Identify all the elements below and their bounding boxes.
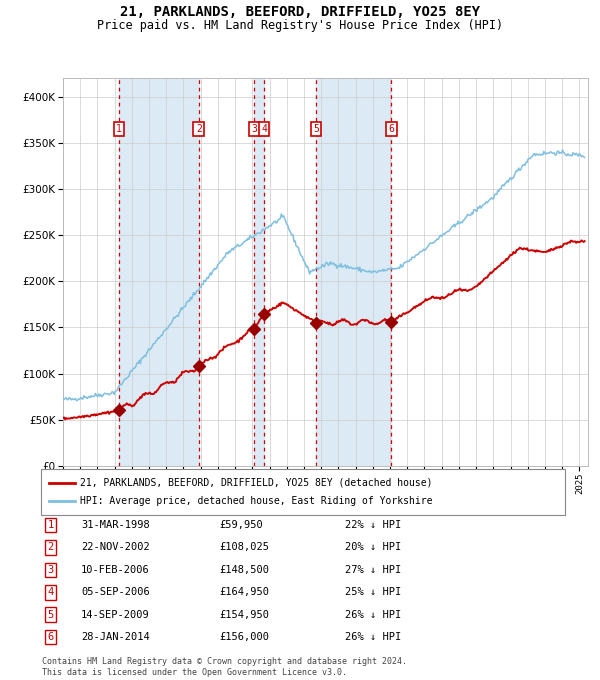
- Text: 1: 1: [47, 520, 53, 530]
- Text: 31-MAR-1998: 31-MAR-1998: [81, 520, 150, 530]
- Text: 2: 2: [47, 543, 53, 552]
- Bar: [254, 78, 264, 466]
- Text: 21, PARKLANDS, BEEFORD, DRIFFIELD, YO25 8EY: 21, PARKLANDS, BEEFORD, DRIFFIELD, YO25 …: [120, 5, 480, 19]
- Text: £59,950: £59,950: [219, 520, 263, 530]
- Text: Contains HM Land Registry data © Crown copyright and database right 2024.
This d: Contains HM Land Registry data © Crown c…: [42, 657, 407, 677]
- Text: Price paid vs. HM Land Registry's House Price Index (HPI): Price paid vs. HM Land Registry's House …: [97, 19, 503, 32]
- Text: 21, PARKLANDS, BEEFORD, DRIFFIELD, YO25 8EY (detached house): 21, PARKLANDS, BEEFORD, DRIFFIELD, YO25 …: [80, 477, 432, 488]
- Text: 3: 3: [47, 565, 53, 575]
- Text: 26% ↓ HPI: 26% ↓ HPI: [345, 632, 401, 642]
- Text: 10-FEB-2006: 10-FEB-2006: [81, 565, 150, 575]
- Text: 4: 4: [261, 124, 267, 134]
- Text: 28-JAN-2014: 28-JAN-2014: [81, 632, 150, 642]
- Text: £148,500: £148,500: [219, 565, 269, 575]
- Text: £156,000: £156,000: [219, 632, 269, 642]
- Text: 5: 5: [313, 124, 319, 134]
- Text: 20% ↓ HPI: 20% ↓ HPI: [345, 543, 401, 552]
- Text: 27% ↓ HPI: 27% ↓ HPI: [345, 565, 401, 575]
- Bar: [316, 78, 391, 466]
- Text: 6: 6: [388, 124, 394, 134]
- Text: 05-SEP-2006: 05-SEP-2006: [81, 588, 150, 597]
- Text: £108,025: £108,025: [219, 543, 269, 552]
- Text: 3: 3: [251, 124, 257, 134]
- Text: HPI: Average price, detached house, East Riding of Yorkshire: HPI: Average price, detached house, East…: [80, 496, 432, 507]
- Text: 1: 1: [116, 124, 122, 134]
- Text: 26% ↓ HPI: 26% ↓ HPI: [345, 610, 401, 619]
- Bar: [119, 78, 199, 466]
- Text: 25% ↓ HPI: 25% ↓ HPI: [345, 588, 401, 597]
- Text: 5: 5: [47, 610, 53, 619]
- Text: 14-SEP-2009: 14-SEP-2009: [81, 610, 150, 619]
- Text: 22-NOV-2002: 22-NOV-2002: [81, 543, 150, 552]
- Text: 22% ↓ HPI: 22% ↓ HPI: [345, 520, 401, 530]
- Text: 4: 4: [47, 588, 53, 597]
- Text: 6: 6: [47, 632, 53, 642]
- Text: £164,950: £164,950: [219, 588, 269, 597]
- Text: 2: 2: [196, 124, 202, 134]
- Text: £154,950: £154,950: [219, 610, 269, 619]
